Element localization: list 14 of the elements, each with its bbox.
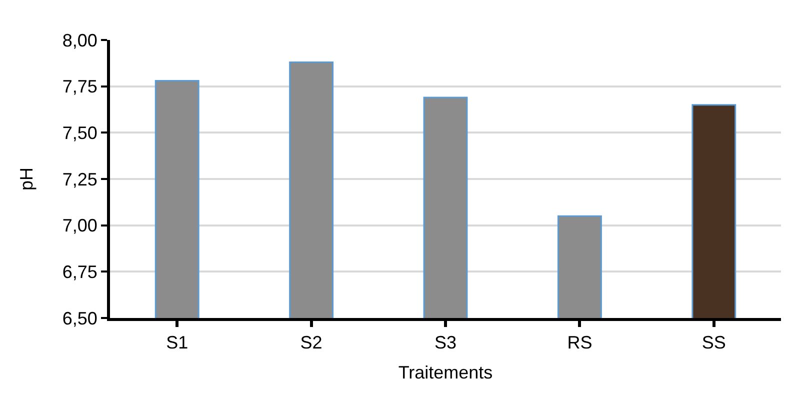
x-tick-label: SS	[702, 332, 726, 353]
y-tick-label: 6,75	[62, 262, 98, 282]
x-axis-title: Traitements	[398, 362, 493, 383]
y-tick-label: 7,75	[62, 76, 98, 97]
y-tick-label: 7,25	[62, 169, 98, 190]
y-tick-label: 7,50	[62, 122, 98, 143]
x-tick-label: S3	[434, 332, 457, 353]
x-tick-label: S1	[166, 332, 188, 353]
y-axis-title: pH	[16, 167, 37, 191]
y-tick-label: 6,50	[62, 308, 98, 328]
y-tick-label: 7,00	[62, 216, 98, 236]
y-tick-label: 8,00	[62, 30, 98, 50]
x-tick-label: RS	[567, 332, 592, 353]
x-tick-label: S2	[300, 332, 322, 353]
